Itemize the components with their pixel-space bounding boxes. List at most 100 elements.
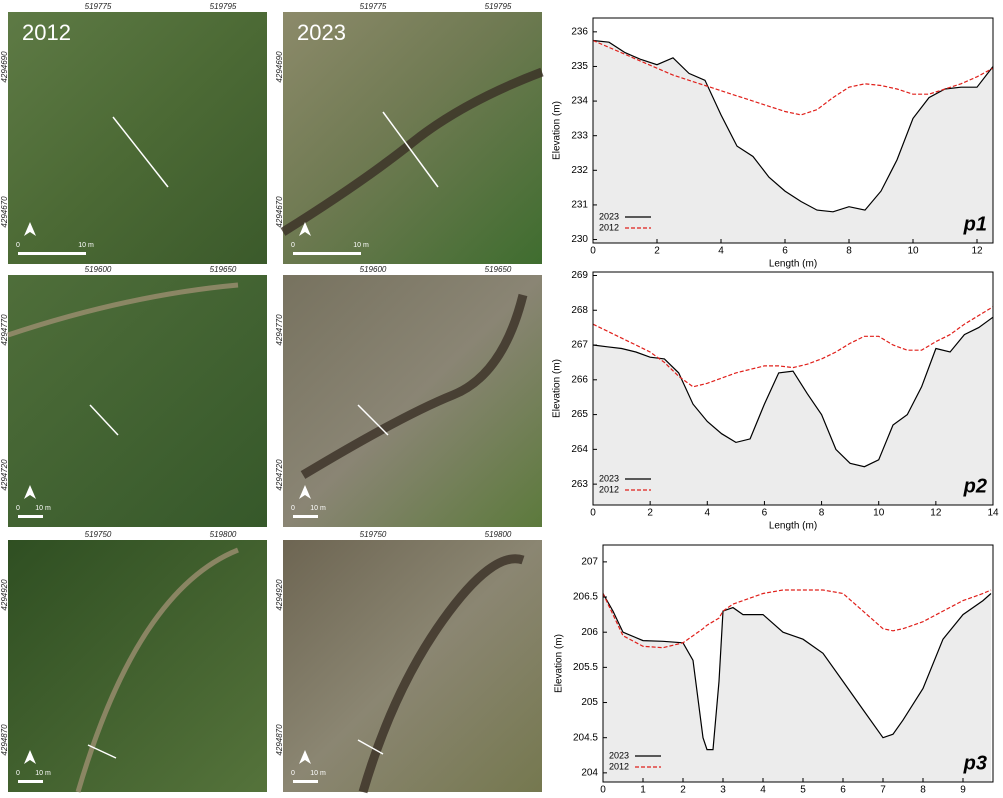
aerial-image: [8, 275, 267, 527]
easting-label: 519795: [485, 2, 512, 11]
x-tick-label: 6: [840, 785, 846, 796]
y-tick-label: 268: [571, 305, 588, 316]
scale-bar: [293, 780, 318, 783]
y-axis-label: Elevation (m): [552, 359, 563, 418]
scale-label: 10 m: [310, 505, 326, 512]
y-tick-label: 204.5: [573, 732, 598, 743]
x-tick-label: 4: [705, 508, 711, 519]
scale-label: 0: [291, 242, 295, 249]
y-tick-label: 207: [581, 557, 598, 568]
northing-label: 4294690: [275, 51, 284, 83]
y-tick-label: 206: [581, 627, 598, 638]
y-tick-label: 206.5: [573, 592, 598, 603]
easting-label: 519795: [210, 2, 237, 11]
year-label: 2012: [22, 20, 71, 45]
y-tick-label: 264: [571, 444, 588, 455]
easting-label: 519750: [360, 530, 387, 539]
x-tick-label: 8: [920, 785, 926, 796]
northing-label: 4294720: [275, 459, 284, 491]
scale-label: 10 m: [35, 505, 51, 512]
legend-label: 2023: [609, 750, 629, 760]
aerial-image: [8, 12, 267, 264]
y-tick-label: 205.5: [573, 662, 598, 673]
legend-label: 2012: [609, 761, 629, 771]
scale-bar: [18, 515, 43, 518]
y-tick-label: 230: [571, 234, 588, 245]
x-tick-label: 1: [640, 785, 646, 796]
scale-bar: [18, 252, 86, 255]
y-tick-label: 233: [571, 130, 588, 141]
y-tick-label: 234: [571, 96, 588, 107]
y-tick-label: 267: [571, 340, 588, 351]
northing-label: 4294920: [275, 579, 284, 611]
scale-bar: [293, 252, 361, 255]
chart-title: p2: [963, 475, 987, 497]
scale-label: 0: [291, 770, 295, 777]
year-label: 2023: [297, 20, 346, 45]
x-tick-label: 6: [762, 508, 768, 519]
scale-label: 10 m: [353, 242, 369, 249]
easting-label: 519650: [485, 265, 512, 274]
legend-label: 2023: [599, 211, 619, 221]
area-fill: [593, 41, 993, 244]
x-axis-label: Length (m): [769, 259, 817, 270]
northing-label: 4294770: [0, 314, 9, 346]
northing-label: 4294690: [0, 51, 9, 83]
x-tick-label: 6: [782, 246, 788, 257]
easting-label: 519600: [85, 265, 112, 274]
x-tick-label: 3: [720, 785, 726, 796]
x-tick-label: 2: [680, 785, 686, 796]
y-axis-label: Elevation (m): [552, 101, 563, 160]
northing-label: 4294670: [0, 196, 9, 228]
scale-label: 0: [16, 770, 20, 777]
x-tick-label: 10: [873, 508, 885, 519]
x-tick-label: 0: [590, 246, 596, 257]
easting-label: 519650: [210, 265, 237, 274]
scale-label: 10 m: [310, 770, 326, 777]
aerial-image: [8, 540, 267, 792]
scale-label: 10 m: [78, 242, 94, 249]
northing-label: 4294670: [275, 196, 284, 228]
easting-label: 519775: [85, 2, 112, 11]
page: 201251977551979542946904294670010 m20235…: [0, 0, 1003, 798]
y-tick-label: 269: [571, 270, 588, 281]
legend-label: 2012: [599, 484, 619, 494]
x-axis-label: Length (m): [769, 521, 817, 532]
northing-label: 4294870: [0, 724, 9, 756]
y-tick-label: 236: [571, 26, 588, 37]
area-fill: [603, 594, 991, 783]
x-tick-label: 12: [930, 508, 942, 519]
x-tick-label: 2: [654, 246, 660, 257]
x-tick-label: 0: [590, 508, 596, 519]
figure: 201251977551979542946904294670010 m20235…: [0, 0, 1003, 798]
scale-label: 0: [291, 505, 295, 512]
northing-label: 4294870: [275, 724, 284, 756]
scale-label: 0: [16, 242, 20, 249]
y-tick-label: 231: [571, 200, 588, 211]
legend-label: 2023: [599, 473, 619, 483]
y-tick-label: 263: [571, 479, 588, 490]
scale-label: 0: [16, 505, 20, 512]
x-tick-label: 0: [600, 785, 606, 796]
y-axis-label: Elevation (m): [554, 634, 565, 693]
area-fill: [593, 317, 993, 505]
scale-bar: [18, 780, 43, 783]
y-tick-label: 205: [581, 697, 598, 708]
x-tick-label: 14: [987, 508, 999, 519]
x-tick-label: 5: [800, 785, 806, 796]
northing-label: 4294720: [0, 459, 9, 491]
x-tick-label: 8: [819, 508, 825, 519]
chart-title: p3: [963, 752, 987, 774]
aerial-image: [283, 275, 542, 527]
easting-label: 519800: [485, 530, 512, 539]
x-tick-label: 8: [846, 246, 852, 257]
y-tick-label: 204: [581, 767, 598, 778]
x-tick-label: 12: [971, 246, 983, 257]
x-tick-label: 4: [718, 246, 724, 257]
northing-label: 4294770: [275, 314, 284, 346]
chart-title: p1: [963, 213, 987, 235]
x-tick-label: 4: [760, 785, 766, 796]
x-tick-label: 10: [907, 246, 919, 257]
scale-label: 10 m: [35, 770, 51, 777]
easting-label: 519750: [85, 530, 112, 539]
